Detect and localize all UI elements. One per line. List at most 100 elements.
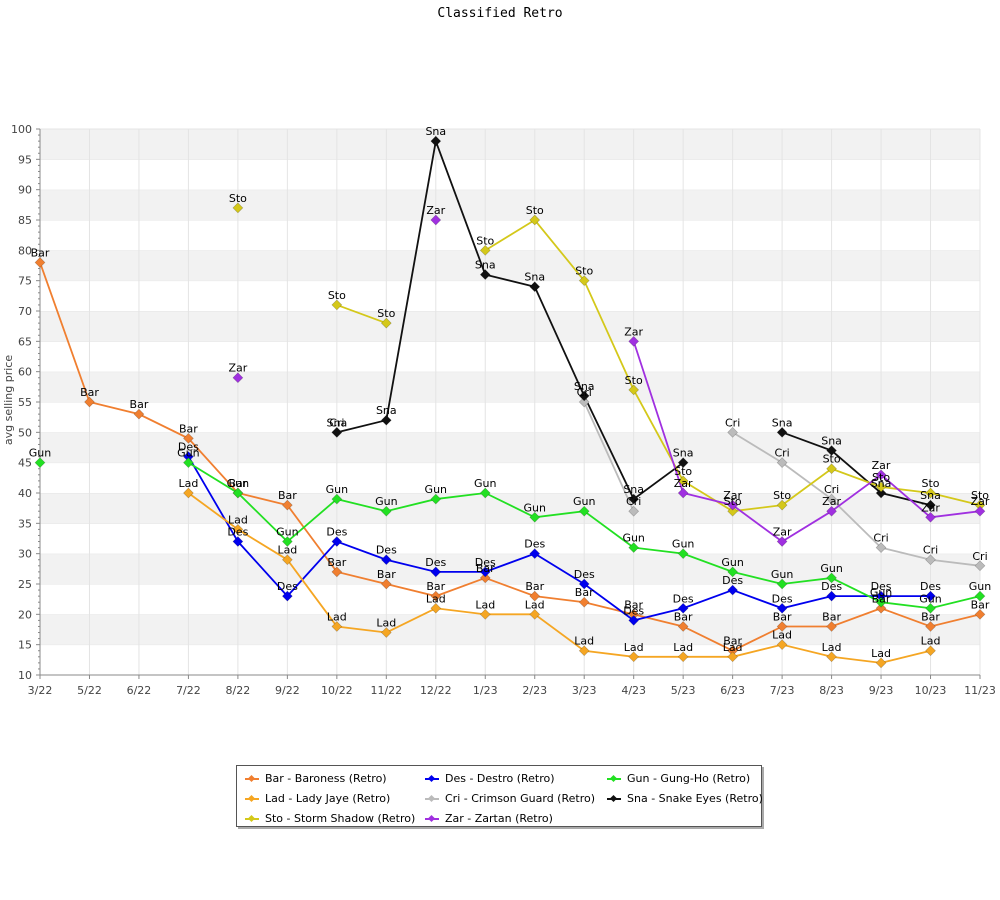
data-point-sto (529, 214, 541, 226)
data-point-sto (925, 487, 936, 499)
data-point-des (331, 536, 343, 547)
series-line-zar (632, 341, 981, 543)
y-tick-label: 25 (18, 578, 32, 591)
data-point-zar (727, 499, 739, 511)
data-point-bar (776, 621, 788, 632)
data-label-gun: Gun (573, 495, 595, 508)
data-point-sto (677, 475, 689, 487)
x-tick-label: 6/22 (127, 684, 152, 697)
data-point-gun (677, 548, 689, 560)
data-point-lad (776, 639, 788, 651)
data-label-bar: Bar (872, 592, 891, 605)
data-label-gun: Gun (771, 568, 793, 581)
data-point-des (677, 602, 689, 614)
point-labels: Bar Bar Bar Bar Bar Bar Bar Bar Bar Bar Bar Bar Bar B… (29, 125, 991, 660)
data-point-gun (380, 505, 392, 517)
data-point-zar (875, 469, 887, 481)
legend-item-gun: Gun - Gung-Ho (Retro) (605, 772, 750, 786)
y-tick-label: 20 (18, 608, 32, 621)
data-label-sto: Sto (823, 453, 841, 466)
data-point-bar (380, 578, 392, 590)
data-label-zar: Zar (921, 501, 940, 514)
data-label-bar: Bar (921, 610, 940, 623)
data-point-zar (677, 487, 689, 499)
data-point-gun (529, 511, 541, 523)
legend-swatch (423, 812, 441, 826)
data-label-lad: Lad (426, 592, 446, 605)
data-label-des: Des (920, 580, 941, 593)
data-point-gun (727, 566, 739, 578)
data-point-sto (974, 499, 986, 511)
data-point-des (826, 590, 837, 602)
y-tick-label: 85 (18, 214, 32, 227)
data-label-lad: Lad (822, 641, 842, 654)
grid-band (40, 311, 980, 342)
grid-band (40, 614, 980, 645)
data-point-lad (727, 651, 739, 663)
legend-swatch (243, 812, 261, 826)
data-point-gun (925, 602, 936, 614)
data-label-gun: Gun (177, 447, 199, 460)
data-point-des (776, 602, 788, 614)
data-point-cri (578, 396, 590, 408)
data-point-cri (826, 493, 837, 505)
data-label-sna: Sna (574, 380, 595, 393)
y-tick-label: 35 (18, 517, 32, 530)
data-label-sto: Sto (575, 265, 593, 278)
data-point-zar (925, 511, 936, 523)
data-label-bar: Bar (575, 586, 594, 599)
data-label-sna: Sna (475, 259, 496, 272)
data-point-gun (331, 493, 343, 505)
data-label-des: Des (623, 604, 644, 617)
data-point-sna (776, 426, 788, 438)
legend-swatch (423, 772, 441, 786)
legend-item-des: Des - Destro (Retro) (423, 772, 555, 786)
data-label-cri: Cri (972, 550, 987, 563)
data-point-des (380, 554, 392, 566)
data-point-zar (430, 214, 442, 226)
data-label-des: Des (376, 544, 397, 557)
data-point-lad (183, 487, 194, 499)
data-label-bar: Bar (130, 398, 149, 411)
data-point-sna (529, 281, 541, 293)
y-tick-label: 10 (18, 669, 32, 682)
legend-swatch (423, 792, 441, 806)
data-point-des (727, 584, 739, 596)
data-point-sto (628, 384, 640, 396)
data-label-lad: Lad (772, 629, 792, 642)
data-label-bar: Bar (80, 386, 99, 399)
legend-label: Sna - Snake Eyes (Retro) (627, 792, 763, 805)
data-point-sna (826, 445, 837, 456)
data-point-lad (925, 645, 936, 657)
data-point-des (529, 548, 541, 560)
data-point-sto (380, 317, 392, 329)
y-tick-label: 55 (18, 396, 32, 409)
data-label-bar: Bar (278, 489, 297, 502)
data-point-sto (727, 505, 739, 517)
grid-band (40, 402, 980, 433)
data-point-gun (974, 590, 986, 602)
data-point-sna (628, 493, 640, 505)
data-point-sto (479, 244, 491, 256)
y-tick-label: 65 (18, 335, 32, 348)
data-label-cri: Cri (824, 483, 839, 496)
data-point-gun (479, 487, 491, 499)
data-label-gun: Gun (721, 556, 743, 569)
y-axis-label: avg selling price (2, 355, 15, 445)
data-point-bar (183, 433, 194, 444)
data-point-sna (875, 487, 887, 499)
x-tick-label: 4/23 (621, 684, 646, 697)
x-tick-label: 7/22 (176, 684, 201, 697)
data-label-sna: Sna (425, 125, 446, 138)
data-label-sna: Sna (821, 435, 842, 448)
data-point-lad (430, 602, 442, 614)
data-label-des: Des (277, 580, 298, 593)
x-tick-label: 9/23 (869, 684, 894, 697)
data-label-lad: Lad (178, 477, 198, 490)
legend-swatch (243, 792, 261, 806)
data-point-sto (826, 463, 837, 475)
data-point-lad (875, 657, 887, 669)
data-point-cri (925, 554, 936, 566)
data-point-des (479, 566, 491, 578)
legend-item-sto: Sto - Storm Shadow (Retro) (243, 812, 415, 826)
